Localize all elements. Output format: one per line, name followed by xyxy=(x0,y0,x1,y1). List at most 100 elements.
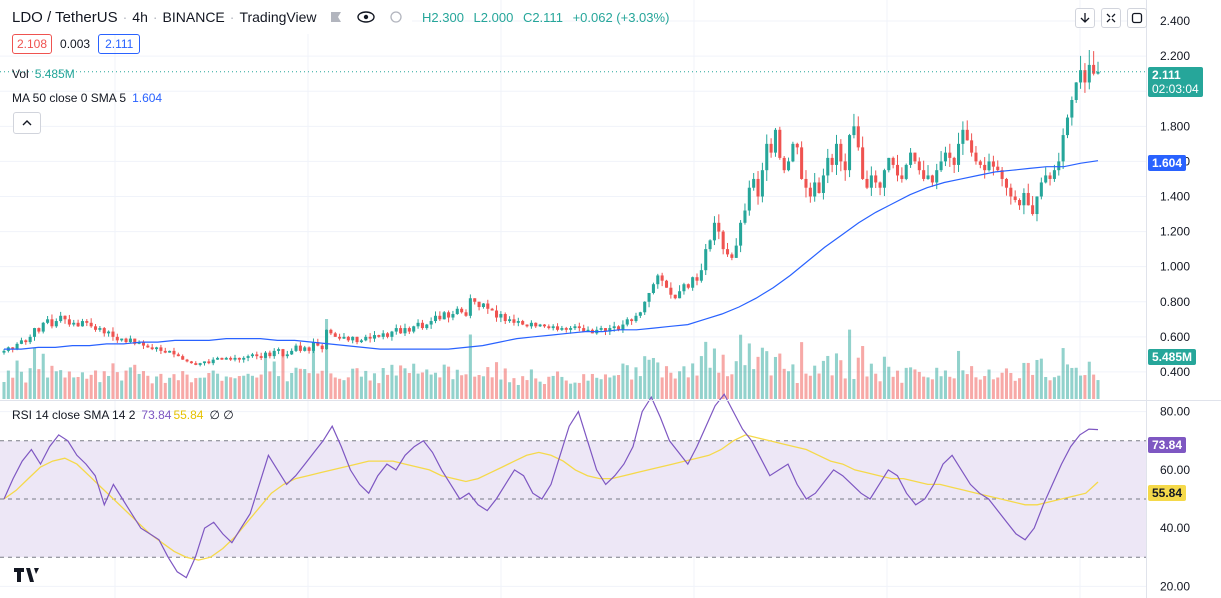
rsi-legend[interactable]: RSI 14 close SMA 14 2 73.84 55.84 ∅ ∅ xyxy=(12,408,234,422)
volume-bar xyxy=(795,383,799,399)
volume-bar xyxy=(185,374,189,399)
rsi-legend-label: RSI 14 close SMA 14 2 xyxy=(12,408,136,422)
eye-icon[interactable] xyxy=(356,8,376,26)
candle-body xyxy=(612,326,616,329)
volume-bar xyxy=(712,348,716,399)
arrow-down-icon[interactable] xyxy=(1075,8,1095,28)
candle-body xyxy=(717,222,721,232)
candle-body xyxy=(935,170,939,183)
volume-bar xyxy=(268,371,272,399)
volume-bar xyxy=(865,376,869,399)
interval-label[interactable]: 4h xyxy=(132,9,148,25)
candle-body xyxy=(608,328,612,332)
candle-body xyxy=(996,166,1000,171)
volume-bar xyxy=(224,376,228,399)
candle-body xyxy=(987,161,991,171)
volume-bar xyxy=(887,366,891,399)
volume-bar xyxy=(381,368,385,399)
volume-bar xyxy=(237,376,241,399)
candle-body xyxy=(303,347,307,351)
candle-body xyxy=(625,319,629,325)
volume-bar xyxy=(407,373,411,399)
volume-bar xyxy=(739,334,743,399)
candle-body xyxy=(660,275,664,281)
candle-body xyxy=(246,356,250,358)
volume-bar xyxy=(743,365,747,399)
volume-bar xyxy=(730,374,734,399)
volume-bar xyxy=(778,353,782,399)
volume-bar xyxy=(590,373,594,399)
volume-legend[interactable]: Vol 5.485M xyxy=(12,67,75,81)
platform-label: TradingView xyxy=(239,9,317,25)
symbol-title[interactable]: LDO / TetherUS xyxy=(12,8,118,26)
candle-body xyxy=(904,164,908,179)
candle-body xyxy=(1044,175,1048,183)
candle-body xyxy=(1079,70,1083,83)
candle-body xyxy=(425,324,429,329)
volume-bar xyxy=(211,370,215,399)
volume-bar xyxy=(32,347,37,399)
volume-bar xyxy=(556,371,560,399)
ma-legend[interactable]: MA 50 close 0 SMA 5 1.604 xyxy=(12,91,162,105)
volume-bar xyxy=(220,380,224,399)
candle-body xyxy=(281,349,285,357)
bid-price[interactable]: 2.108 xyxy=(12,34,53,54)
volume-bar xyxy=(747,343,751,399)
candle-body xyxy=(294,345,298,351)
collapse-icon[interactable] xyxy=(1101,8,1121,28)
price-tick: 0.800 xyxy=(1160,295,1190,309)
volume-bar xyxy=(595,377,599,399)
price-tick: 0.600 xyxy=(1160,330,1190,344)
volume-bar xyxy=(67,371,71,399)
volume-bar xyxy=(804,373,808,399)
candle-body xyxy=(325,329,329,350)
volume-bar xyxy=(869,363,873,399)
volume-bar xyxy=(1070,367,1074,399)
candle-body xyxy=(708,240,712,250)
candle-body xyxy=(176,354,180,357)
volume-bar xyxy=(1065,364,1070,399)
candle-body xyxy=(673,294,677,299)
tradingview-logo-icon[interactable] xyxy=(12,564,42,586)
volume-bar xyxy=(586,380,590,399)
volume-bar xyxy=(682,366,686,399)
candle-body xyxy=(900,175,904,179)
more-icon[interactable] xyxy=(386,8,406,26)
candle-body xyxy=(359,340,363,343)
candle-body xyxy=(551,326,555,329)
volume-bar xyxy=(525,380,529,399)
candle-body xyxy=(37,328,41,332)
volume-bar xyxy=(800,342,804,399)
volume-bar xyxy=(1052,377,1056,399)
candle-body xyxy=(573,326,577,329)
volume-bar xyxy=(834,353,839,399)
candle-body xyxy=(368,336,372,339)
candle-body xyxy=(599,328,603,330)
volume-bar xyxy=(551,375,555,399)
volume-bar xyxy=(351,368,355,399)
volume-bar xyxy=(481,376,485,399)
volume-bar xyxy=(320,370,324,399)
volume-bar xyxy=(1092,374,1096,399)
candle-body xyxy=(399,328,403,334)
candle-body xyxy=(512,319,516,323)
candle-body xyxy=(843,161,847,171)
volume-bar xyxy=(634,367,638,399)
candle-body xyxy=(128,338,132,343)
chevron-up-icon[interactable] xyxy=(13,112,41,134)
candle-body xyxy=(89,322,93,327)
flag-icon[interactable] xyxy=(326,8,346,26)
candle-body xyxy=(255,354,259,357)
candle-body xyxy=(1083,70,1087,83)
candle-body xyxy=(669,287,673,295)
volume-bar xyxy=(364,370,368,399)
candle-body xyxy=(172,350,176,355)
volume-bar xyxy=(808,375,812,399)
candle-body xyxy=(560,328,564,330)
candle-body xyxy=(957,143,961,165)
ask-price[interactable]: 2.111 xyxy=(98,34,141,54)
fullscreen-icon[interactable] xyxy=(1127,8,1147,28)
candle-body xyxy=(250,354,254,357)
volume-bar xyxy=(621,363,625,399)
